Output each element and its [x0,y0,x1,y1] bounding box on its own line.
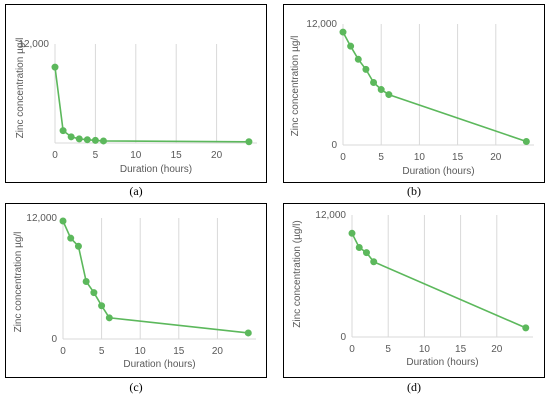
chart-c: 0 5 10 15 20 0 12,000 Duration (hours) Zinc conc… [13,213,256,370]
series-line [342,31,527,143]
data-point [59,127,67,135]
y-axis-title: Zinc concentration µg/l [13,232,24,333]
plots: 0 5 10 15 20 12,000 Duration (hours) Zinc conce… [13,19,534,370]
chart-a: 0 5 10 15 20 12,000 Duration (hours) Zinc conce… [15,38,257,175]
series-line [351,232,527,329]
panel-b-frame [283,4,545,183]
x-tick-label: 0 [340,152,346,163]
data-point [245,138,253,146]
x-tick-label: 15 [171,150,183,161]
panel-c-frame [5,203,267,378]
data-point [355,244,363,252]
data-point [99,137,107,145]
x-tick-label: 20 [212,346,224,357]
y-tick-label: 12,000 [26,213,57,224]
series-line [62,220,249,334]
data-point [59,217,67,225]
data-point [522,137,530,145]
data-point [377,86,385,94]
data-point [98,302,106,310]
y-tick-label: 12,000 [18,39,49,50]
chart-b: 0 5 10 15 20 0 12,000 Duration (hours) Zinc conc… [290,19,534,177]
panel-a-frame [5,4,267,183]
data-point [244,329,252,337]
x-axis-title: Duration (hours) [402,166,474,177]
y-tick-label: 12,000 [315,210,346,221]
caption-d: (d) [407,380,421,394]
data-point [522,324,530,332]
data-point [82,278,90,286]
chart-d: 0 5 10 15 20 0 12,000 Duration (hours) Zinc conc… [292,210,533,368]
x-tick-label: 15 [455,344,467,355]
data-point [83,136,91,144]
x-tick-label: 15 [452,152,464,163]
x-axis-title: Duration (hours) [406,357,478,368]
x-tick-label: 20 [211,150,223,161]
x-tick-label: 0 [60,346,66,357]
y-tick-label: 12,000 [306,19,337,30]
caption-c: (c) [129,380,142,394]
x-tick-label: 20 [490,152,502,163]
data-point [67,133,75,141]
y-tick-label: 0 [340,332,346,343]
data-point [67,234,75,242]
x-axis-title: Duration (hours) [120,164,192,175]
data-point [362,249,370,257]
y-tick-label: 0 [331,140,337,151]
panel-d-frame [283,203,545,378]
data-point [385,91,393,99]
data-point [74,242,82,250]
data-point [347,42,355,50]
x-tick-label: 10 [135,346,147,357]
caption-b: (b) [407,184,421,198]
x-tick-label: 10 [130,150,142,161]
x-tick-label: 5 [378,152,384,163]
x-tick-label: 0 [52,150,58,161]
data-point [370,78,378,86]
data-point [339,28,347,36]
data-point [90,289,98,297]
data-point [91,136,99,144]
y-axis-title: Zinc concentration µg/l [290,36,301,137]
data-point [354,55,362,63]
x-tick-label: 0 [349,344,355,355]
x-tick-label: 5 [93,150,99,161]
data-point [51,63,59,71]
series-line [54,66,249,143]
x-tick-label: 5 [385,344,391,355]
x-tick-label: 20 [491,344,503,355]
data-point [75,135,83,143]
data-point [362,65,370,73]
x-tick-label: 15 [173,346,185,357]
y-axis-title: Zinc concentration (µg/l) [292,220,303,327]
data-point [348,229,356,237]
data-point [370,258,378,266]
y-tick-label: 0 [51,334,57,345]
x-tick-label: 10 [419,344,431,355]
x-tick-label: 10 [414,152,426,163]
caption-a: (a) [129,184,142,198]
y-axis-title: Zinc concentration µg/l [15,38,26,139]
x-axis-title: Duration (hours) [123,359,195,370]
data-point [105,314,113,322]
x-tick-label: 5 [99,346,105,357]
